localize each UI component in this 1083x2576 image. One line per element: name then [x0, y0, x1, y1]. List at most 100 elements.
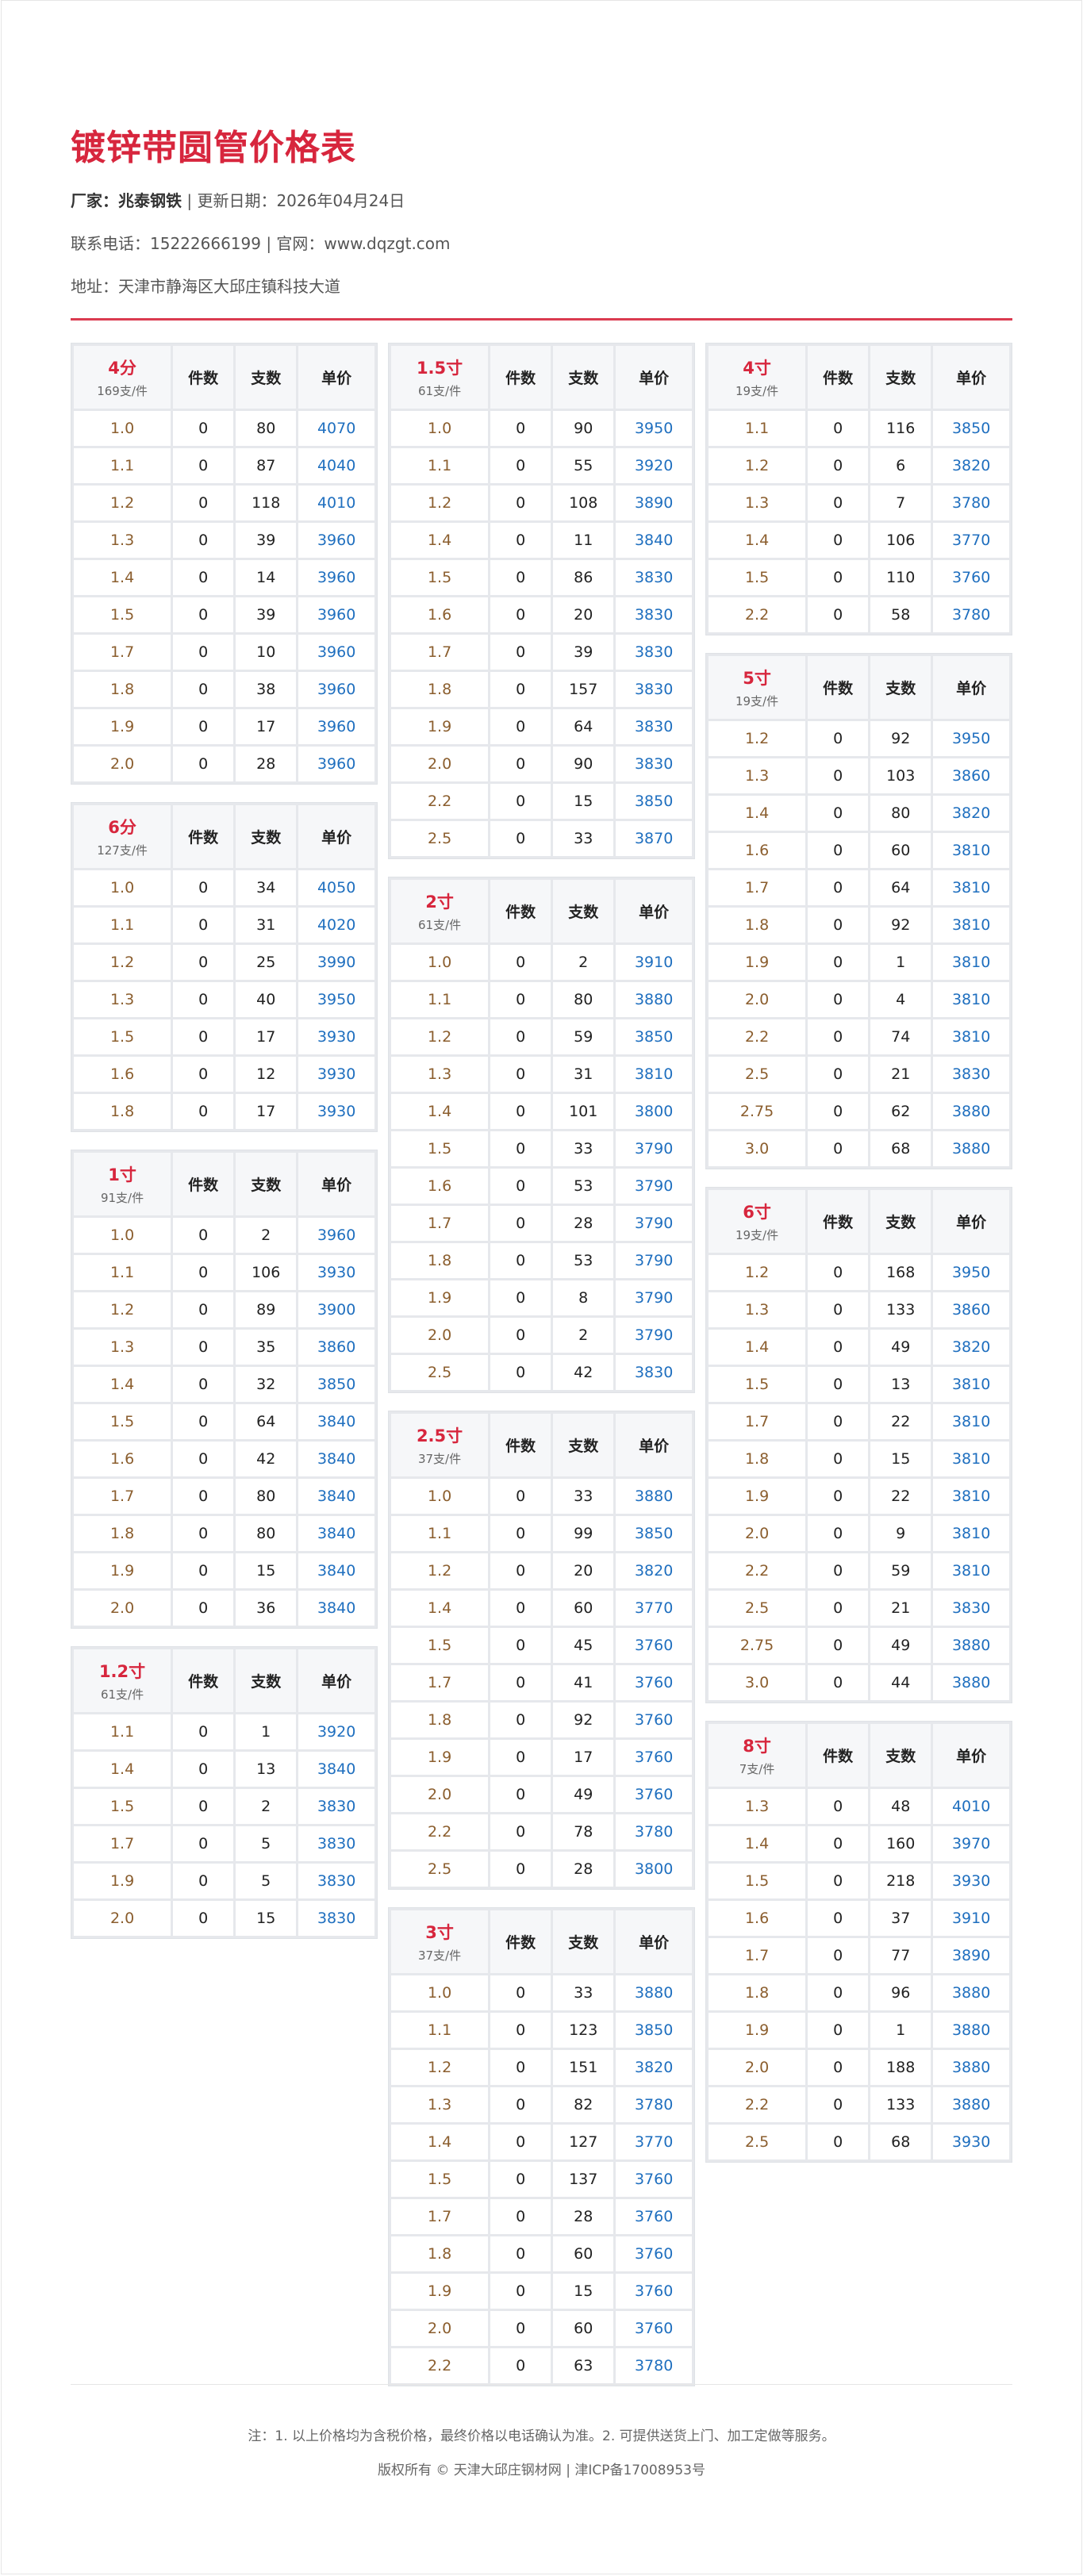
unit-price-cell[interactable]: 3760: [616, 1665, 692, 1700]
unit-price-cell[interactable]: 3760: [616, 2236, 692, 2271]
unit-price-cell[interactable]: 3800: [616, 1852, 692, 1887]
unit-price-cell[interactable]: 3830: [298, 1864, 374, 1898]
unit-price-cell[interactable]: 3880: [933, 1628, 1009, 1663]
unit-price-cell[interactable]: 3890: [933, 1938, 1009, 1973]
unit-price-cell[interactable]: 3930: [298, 1094, 374, 1129]
unit-price-cell[interactable]: 3880: [933, 1094, 1009, 1129]
unit-price-cell[interactable]: 3880: [933, 2050, 1009, 2085]
unit-price-cell[interactable]: 3810: [933, 1404, 1009, 1439]
unit-price-cell[interactable]: 3880: [616, 1975, 692, 2010]
unit-price-cell[interactable]: 3810: [933, 1516, 1009, 1551]
unit-price-cell[interactable]: 3880: [933, 2013, 1009, 2048]
unit-price-cell[interactable]: 3840: [298, 1553, 374, 1588]
unit-price-cell[interactable]: 3770: [933, 523, 1009, 558]
unit-price-cell[interactable]: 3840: [298, 1752, 374, 1787]
unit-price-cell[interactable]: 4070: [298, 411, 374, 446]
unit-price-cell[interactable]: 3970: [933, 1826, 1009, 1861]
unit-price-cell[interactable]: 3880: [933, 1131, 1009, 1166]
unit-price-cell[interactable]: 3790: [616, 1169, 692, 1204]
unit-price-cell[interactable]: 3810: [933, 833, 1009, 868]
unit-price-cell[interactable]: 3790: [616, 1131, 692, 1166]
unit-price-cell[interactable]: 3760: [616, 2274, 692, 2309]
unit-price-cell[interactable]: 4010: [933, 1789, 1009, 1824]
unit-price-cell[interactable]: 3830: [616, 597, 692, 632]
unit-price-cell[interactable]: 3860: [933, 758, 1009, 793]
unit-price-cell[interactable]: 3830: [298, 1901, 374, 1936]
unit-price-cell[interactable]: 3860: [298, 1330, 374, 1365]
unit-price-cell[interactable]: 3950: [933, 721, 1009, 756]
unit-price-cell[interactable]: 3830: [933, 1591, 1009, 1626]
unit-price-cell[interactable]: 3850: [933, 411, 1009, 446]
unit-price-cell[interactable]: 3910: [616, 945, 692, 980]
unit-price-cell[interactable]: 3760: [616, 1777, 692, 1812]
unit-price-cell[interactable]: 4050: [298, 870, 374, 905]
unit-price-cell[interactable]: 3960: [298, 560, 374, 595]
unit-price-cell[interactable]: 3760: [616, 2162, 692, 2197]
unit-price-cell[interactable]: 4020: [298, 908, 374, 942]
unit-price-cell[interactable]: 3790: [616, 1280, 692, 1315]
unit-price-cell[interactable]: 3880: [933, 1665, 1009, 1700]
unit-price-cell[interactable]: 3850: [616, 1019, 692, 1054]
unit-price-cell[interactable]: 3760: [933, 560, 1009, 595]
unit-price-cell[interactable]: 3810: [933, 1553, 1009, 1588]
unit-price-cell[interactable]: 3930: [298, 1019, 374, 1054]
unit-price-cell[interactable]: 3850: [616, 784, 692, 819]
unit-price-cell[interactable]: 3960: [298, 597, 374, 632]
unit-price-cell[interactable]: 3840: [298, 1442, 374, 1476]
unit-price-cell[interactable]: 3820: [933, 796, 1009, 831]
unit-price-cell[interactable]: 3760: [616, 1703, 692, 1737]
unit-price-cell[interactable]: 3820: [933, 448, 1009, 483]
unit-price-cell[interactable]: 3810: [933, 908, 1009, 942]
unit-price-cell[interactable]: 3830: [616, 1355, 692, 1390]
unit-price-cell[interactable]: 3790: [616, 1318, 692, 1353]
unit-price-cell[interactable]: 3840: [298, 1404, 374, 1439]
unit-price-cell[interactable]: 3840: [298, 1591, 374, 1626]
unit-price-cell[interactable]: 3790: [616, 1243, 692, 1278]
unit-price-cell[interactable]: 3990: [298, 945, 374, 980]
unit-price-cell[interactable]: 3870: [616, 821, 692, 856]
unit-price-cell[interactable]: 3880: [616, 982, 692, 1017]
unit-price-cell[interactable]: 3840: [616, 523, 692, 558]
unit-price-cell[interactable]: 3880: [933, 1975, 1009, 2010]
unit-price-cell[interactable]: 3830: [616, 747, 692, 781]
unit-price-cell[interactable]: 3830: [298, 1789, 374, 1824]
unit-price-cell[interactable]: 3810: [933, 1019, 1009, 1054]
unit-price-cell[interactable]: 3930: [933, 1864, 1009, 1898]
unit-price-cell[interactable]: 3760: [616, 1628, 692, 1663]
unit-price-cell[interactable]: 3880: [933, 2087, 1009, 2122]
unit-price-cell[interactable]: 3960: [298, 709, 374, 744]
unit-price-cell[interactable]: 3830: [616, 560, 692, 595]
unit-price-cell[interactable]: 3860: [933, 1292, 1009, 1327]
unit-price-cell[interactable]: 3840: [298, 1516, 374, 1551]
unit-price-cell[interactable]: 3920: [298, 1714, 374, 1749]
unit-price-cell[interactable]: 3920: [616, 448, 692, 483]
unit-price-cell[interactable]: 3960: [298, 672, 374, 707]
unit-price-cell[interactable]: 3830: [298, 1826, 374, 1861]
unit-price-cell[interactable]: 3810: [933, 1367, 1009, 1402]
unit-price-cell[interactable]: 3810: [933, 945, 1009, 980]
unit-price-cell[interactable]: 3820: [616, 2050, 692, 2085]
unit-price-cell[interactable]: 3830: [616, 672, 692, 707]
unit-price-cell[interactable]: 3950: [933, 1255, 1009, 1290]
unit-price-cell[interactable]: 3830: [933, 1057, 1009, 1092]
unit-price-cell[interactable]: 3850: [616, 1516, 692, 1551]
unit-price-cell[interactable]: 3810: [933, 870, 1009, 905]
unit-price-cell[interactable]: 3960: [298, 747, 374, 781]
unit-price-cell[interactable]: 3800: [616, 1094, 692, 1129]
unit-price-cell[interactable]: 3890: [616, 486, 692, 520]
unit-price-cell[interactable]: 3790: [616, 1206, 692, 1241]
unit-price-cell[interactable]: 3780: [616, 2087, 692, 2122]
unit-price-cell[interactable]: 3760: [616, 2199, 692, 2234]
unit-price-cell[interactable]: 3960: [298, 523, 374, 558]
unit-price-cell[interactable]: 3910: [933, 1901, 1009, 1936]
unit-price-cell[interactable]: 3810: [933, 982, 1009, 1017]
unit-price-cell[interactable]: 3930: [298, 1255, 374, 1290]
unit-price-cell[interactable]: 3820: [616, 1553, 692, 1588]
unit-price-cell[interactable]: 3760: [616, 1740, 692, 1775]
unit-price-cell[interactable]: 3960: [298, 635, 374, 670]
unit-price-cell[interactable]: 3810: [933, 1442, 1009, 1476]
unit-price-cell[interactable]: 3780: [616, 1814, 692, 1849]
unit-price-cell[interactable]: 3780: [616, 2348, 692, 2383]
unit-price-cell[interactable]: 3950: [298, 982, 374, 1017]
unit-price-cell[interactable]: 3810: [616, 1057, 692, 1092]
